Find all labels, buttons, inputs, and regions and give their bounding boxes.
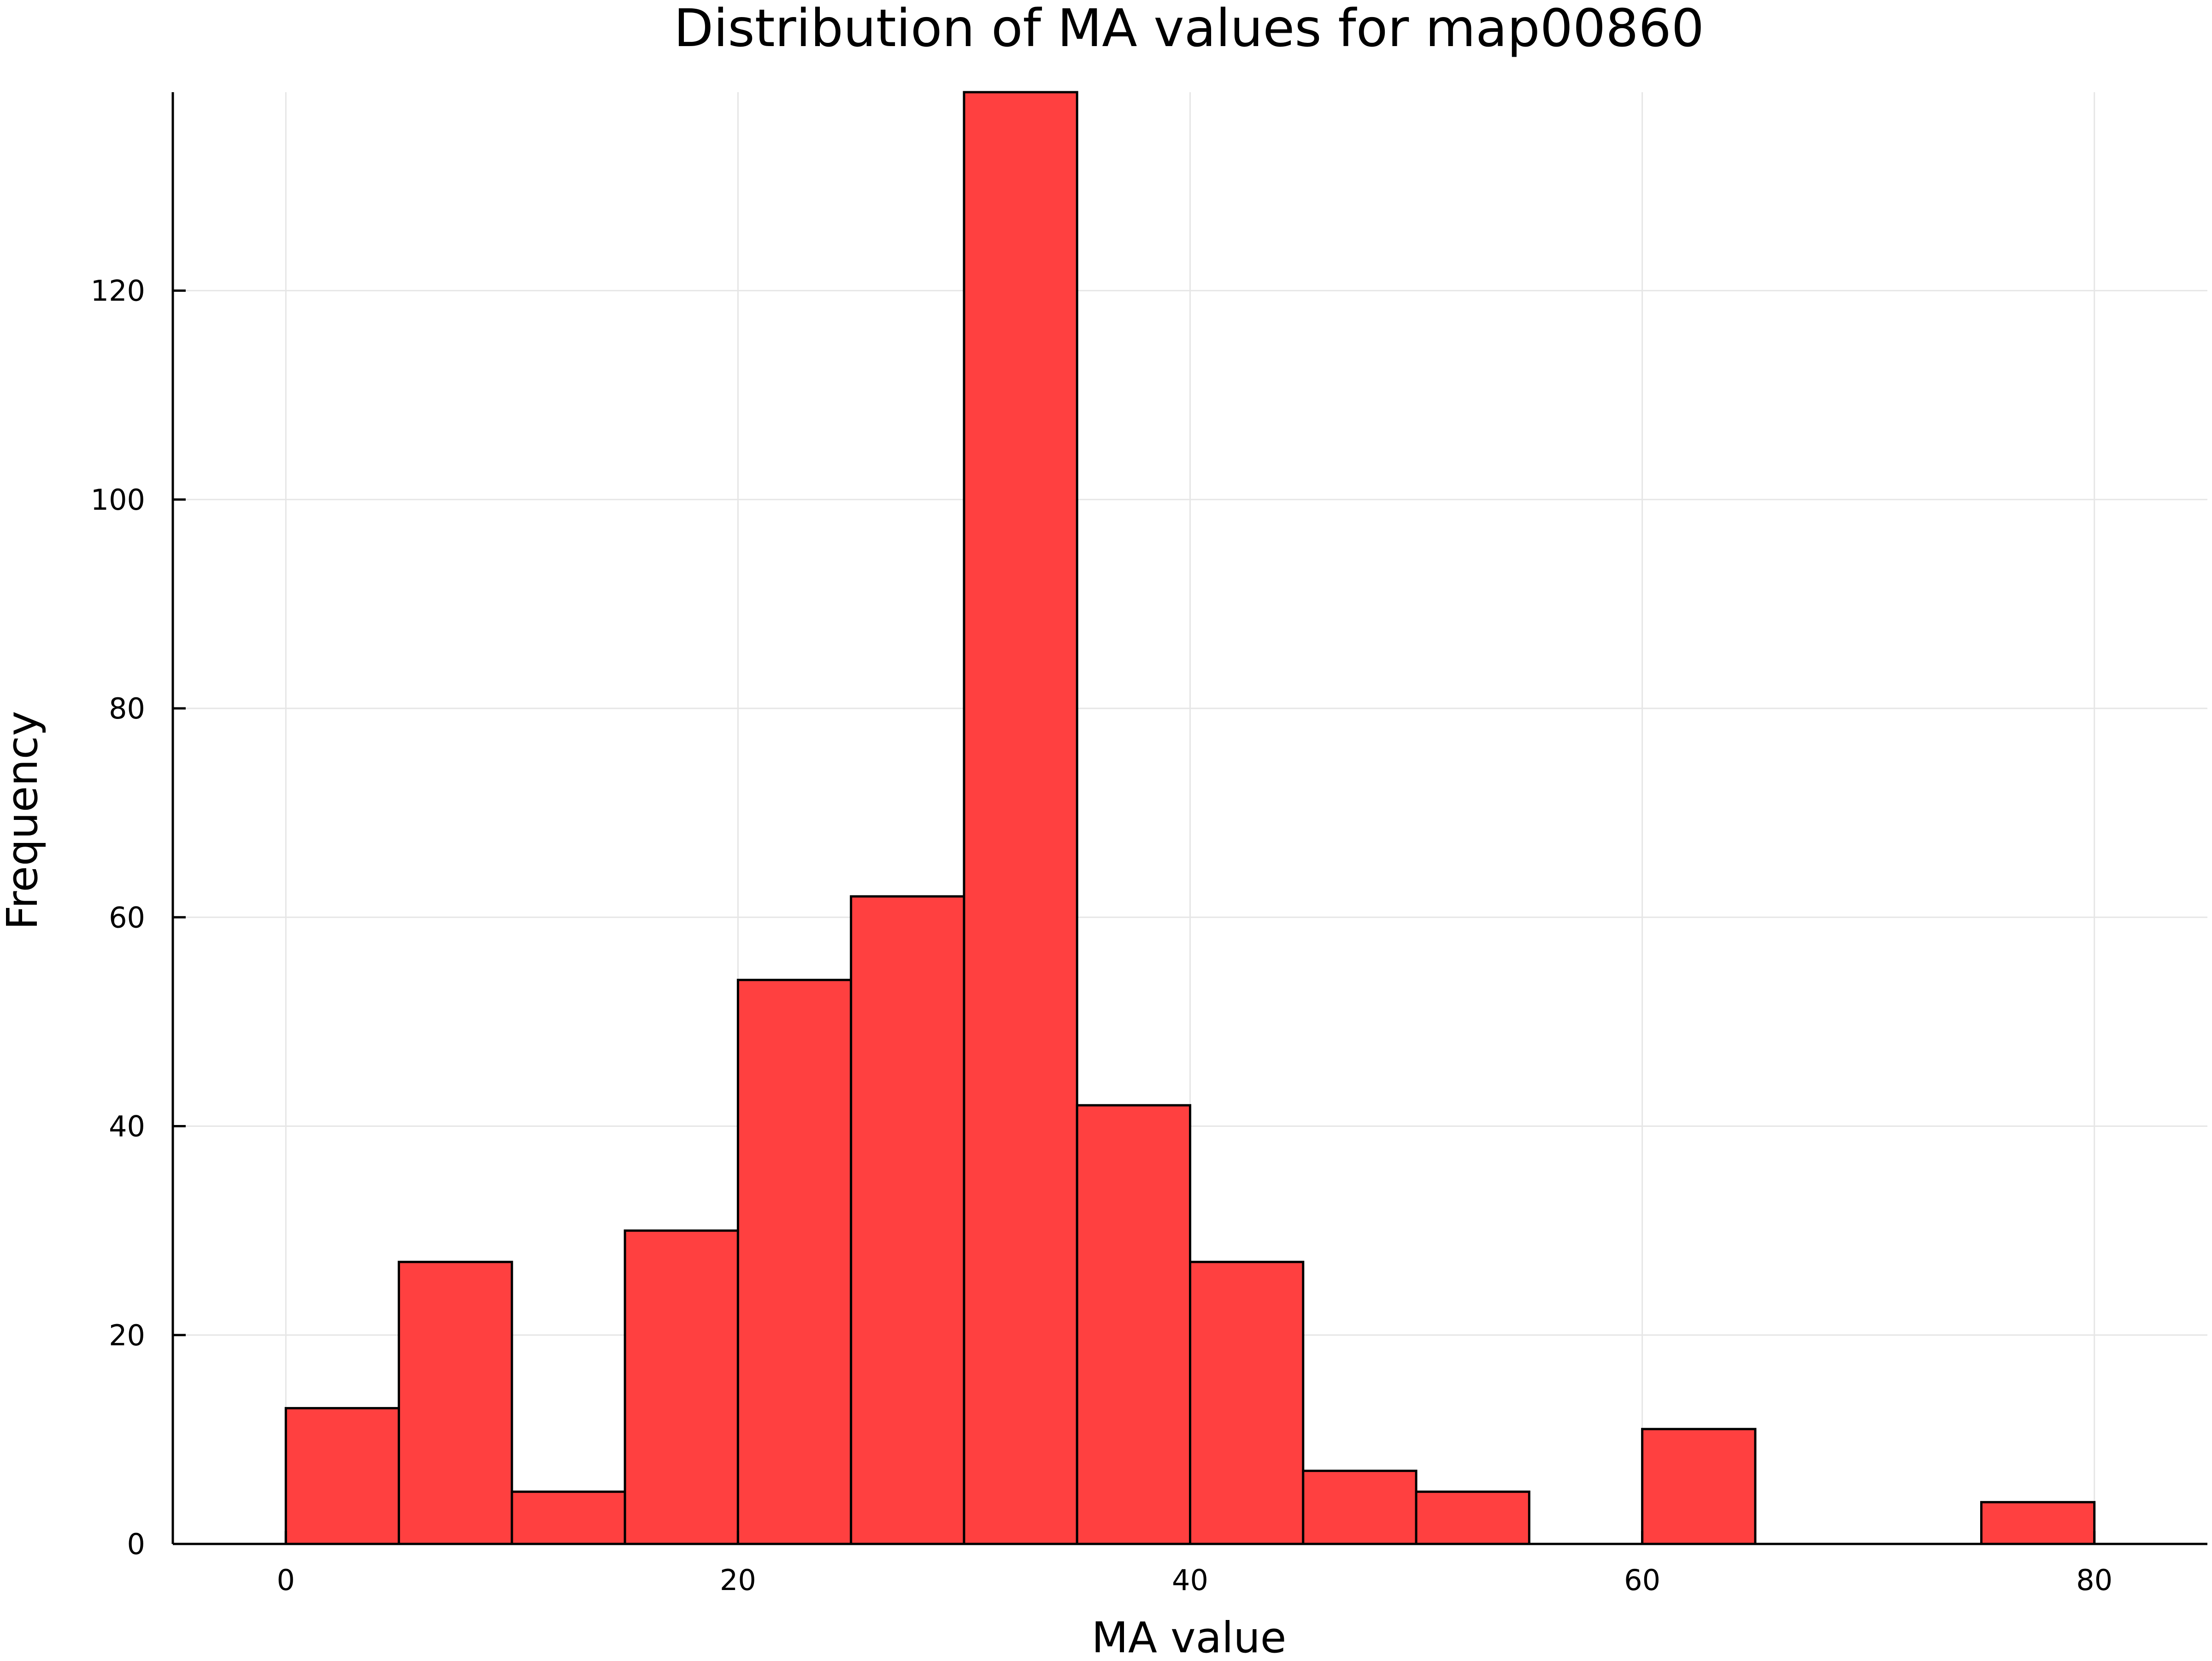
x-tick-label: 80 <box>2076 1563 2112 1597</box>
histogram-bar <box>511 1490 626 1545</box>
y-tick-label: 80 <box>109 692 145 725</box>
histogram-bar <box>398 1260 513 1545</box>
ticks-layer: 0 20 40 60 80 0 20 40 60 80 100 120 <box>91 274 2113 1597</box>
x-tick-label: 0 <box>277 1563 295 1597</box>
y-tick-label: 40 <box>109 1110 145 1143</box>
histogram-bar <box>1415 1490 1530 1545</box>
y-tick-label: 20 <box>109 1319 145 1352</box>
histogram-bar <box>850 895 965 1545</box>
histogram-bar <box>1189 1260 1305 1545</box>
histogram-bar <box>1302 1469 1418 1545</box>
histogram-bar <box>1980 1501 2096 1545</box>
y-tick-label: 0 <box>127 1527 145 1561</box>
chart-title: Distribution of MA values for map00860 <box>674 0 1704 59</box>
histogram-bar <box>736 978 853 1545</box>
histogram-bar <box>1076 1104 1191 1545</box>
histogram-bar <box>963 91 1078 1545</box>
y-axis-label: Frequency <box>0 711 47 930</box>
y-tick-label: 100 <box>91 483 145 517</box>
x-tick-label: 60 <box>1624 1563 1660 1597</box>
histogram-bar <box>1641 1428 1757 1545</box>
x-tick-label: 40 <box>1172 1563 1208 1597</box>
y-tick-label: 60 <box>109 901 145 934</box>
bars-layer <box>284 91 2096 1545</box>
x-axis-label: MA value <box>1092 1613 1287 1659</box>
x-tick-label: 20 <box>720 1563 756 1597</box>
histogram-bar <box>284 1407 400 1545</box>
y-tick-label: 120 <box>91 274 145 308</box>
histogram-bar <box>624 1229 739 1545</box>
